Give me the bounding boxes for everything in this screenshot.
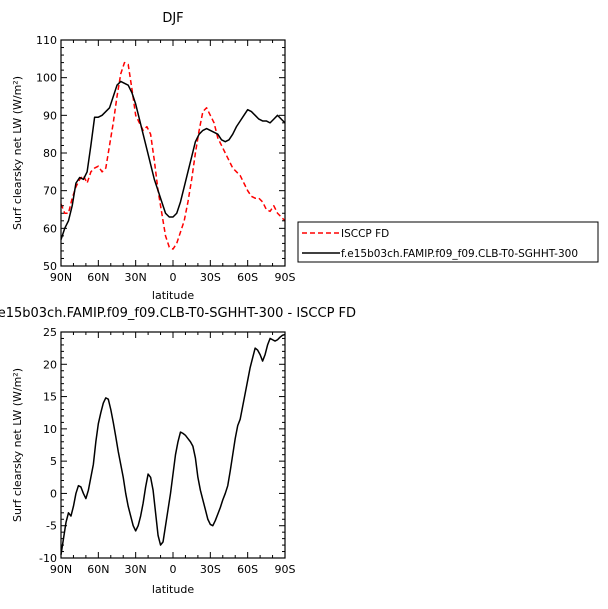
legend-label-model: f.e15b03ch.FAMIP.f09_f09.CLB-T0-SGHHT-30…: [341, 248, 578, 260]
top-x-tick-label: 90N: [50, 271, 72, 284]
top-chart: DJF 90N 60N 30N 0 30S 60S 90S5060708090100110 …: [11, 11, 296, 302]
top-chart-legend: ISCCP FD f.e15b03ch.FAMIP.f09_f09.CLB-T0…: [297, 221, 599, 263]
bottom-x-tick-label: 90N: [50, 563, 72, 576]
top-chart-xlabel: latitude: [152, 289, 194, 302]
bottom-chart-title: f.e15b03ch.FAMIP.f09_f09.CLB-T0-SGHHT-30…: [0, 306, 356, 321]
top-series-line-1: [60, 80, 286, 240]
bottom-y-tick-label: 20: [43, 358, 57, 371]
bottom-y-tick-label: -10: [39, 552, 57, 565]
top-y-tick-label: 110: [36, 34, 57, 47]
bottom-y-tick-label: 5: [50, 455, 57, 468]
top-x-tick-label: 30N: [125, 271, 147, 284]
bottom-x-tick-label: 0: [170, 563, 177, 576]
bottom-chart-ylabel: Surf clearsky net LW (W/m²): [11, 368, 24, 522]
bottom-x-tick-label: 30N: [125, 563, 147, 576]
top-y-tick-label: 80: [43, 147, 57, 160]
bottom-y-tick-label: -5: [46, 520, 57, 533]
legend-frame: [297, 221, 599, 263]
top-x-tick-label: 30S: [200, 271, 221, 284]
top-x-tick-label: 0: [170, 271, 177, 284]
bottom-y-tick-label: 0: [50, 487, 57, 500]
top-chart-title: DJF: [162, 11, 183, 26]
top-x-tick-label: 90S: [275, 271, 296, 284]
top-x-tick-label: 60S: [237, 271, 258, 284]
top-chart-ylabel: Surf clearsky net LW (W/m²): [11, 76, 24, 230]
bottom-x-tick-label: 30S: [200, 563, 221, 576]
bottom-x-tick-label: 60S: [237, 563, 258, 576]
bottom-y-tick-label: 15: [43, 391, 57, 404]
bottom-x-tick-label: 60N: [87, 563, 109, 576]
top-y-tick-label: 90: [43, 109, 57, 122]
bottom-y-tick-label: 10: [43, 423, 57, 436]
bottom-chart-frame: [60, 331, 286, 559]
top-y-tick-label: 50: [43, 260, 57, 273]
top-y-tick-label: 60: [43, 222, 57, 235]
top-x-tick-label: 60N: [87, 271, 109, 284]
top-series-line-0: [60, 61, 286, 250]
bottom-chart-xlabel: latitude: [152, 583, 194, 596]
bottom-x-tick-label: 90S: [275, 563, 296, 576]
bottom-chart: f.e15b03ch.FAMIP.f09_f09.CLB-T0-SGHHT-30…: [0, 306, 356, 596]
legend-label-isccp: ISCCP FD: [341, 228, 389, 240]
bottom-series-line-0: [60, 333, 286, 555]
top-y-tick-label: 70: [43, 185, 57, 198]
top-chart-frame: [60, 39, 286, 267]
bottom-y-tick-label: 25: [43, 326, 57, 339]
top-y-tick-label: 100: [36, 72, 57, 85]
